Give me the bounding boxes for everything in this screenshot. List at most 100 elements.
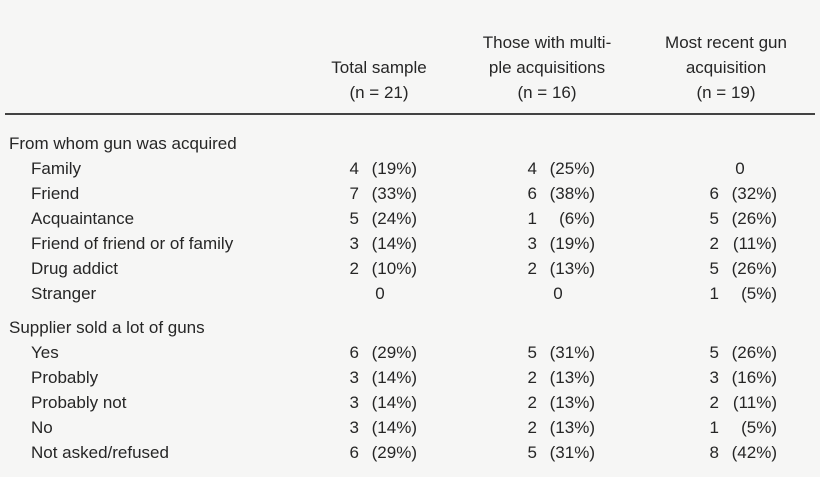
- table-row: Friend of friend or of family 3 (14%) 3 (19%…: [0, 231, 820, 256]
- column-title-line: ple acquisitions: [488, 58, 606, 77]
- value-cell: 2 (13%): [483, 256, 633, 281]
- row-label: Family: [31, 159, 82, 178]
- value-cell: 6 (32%): [665, 181, 815, 206]
- percent-value: (11%): [732, 393, 777, 412]
- count-value: 4: [527, 159, 537, 178]
- value-cell: 4 (19%): [305, 156, 455, 181]
- count-value: 5: [709, 343, 719, 362]
- value-cell: 5 (26%): [665, 206, 815, 231]
- percent-value: (33%): [371, 184, 417, 203]
- count-value: 2: [527, 368, 537, 387]
- count-value: 3: [709, 368, 719, 387]
- count-value: 5: [527, 343, 537, 362]
- column-n-label: (n = 16): [517, 83, 577, 102]
- count-value: 4: [349, 159, 359, 178]
- column-n-label: (n = 19): [696, 83, 756, 102]
- value-cell: 5 (31%): [483, 340, 633, 365]
- column-header-total-sample: Total sample (n = 21): [304, 55, 454, 105]
- value-cell: 7 (33%): [305, 181, 455, 206]
- table-row: Not asked/refused 6 (29%) 5 (31%) 8 (42%): [0, 440, 820, 465]
- percent-value: (19%): [371, 159, 417, 178]
- percent-value: (10%): [371, 259, 417, 278]
- percent-value: (13%): [549, 418, 595, 437]
- percent-value: (14%): [371, 368, 417, 387]
- column-n-label: (n = 21): [349, 83, 409, 102]
- percent-value: (29%): [371, 443, 417, 462]
- value-cell: 5 (24%): [305, 206, 455, 231]
- value-cell: 6 (29%): [305, 440, 455, 465]
- percent-value: (38%): [549, 184, 595, 203]
- table-row: Acquaintance 5 (24%) 1 (6%) 5 (26%): [0, 206, 820, 231]
- value-cell: 1 (5%): [665, 281, 815, 306]
- count-value: 6: [349, 443, 359, 462]
- count-value: 2: [527, 259, 537, 278]
- value-cell: 2 (13%): [483, 365, 633, 390]
- count-value: 3: [527, 234, 537, 253]
- count-value: 5: [527, 443, 537, 462]
- table-row: Yes 6 (29%) 5 (31%) 5 (26%): [0, 340, 820, 365]
- percent-value: (5%): [741, 284, 777, 303]
- percent-value: (13%): [549, 368, 595, 387]
- percent-value: (31%): [549, 443, 595, 462]
- count-value: 1: [527, 209, 537, 228]
- percent-value: (19%): [549, 234, 595, 253]
- percent-value: (16%): [731, 368, 777, 387]
- value-cell: 2 (11%): [665, 231, 815, 256]
- table-row: No 3 (14%) 2 (13%) 1 (5%): [0, 415, 820, 440]
- percent-value: (25%): [549, 159, 595, 178]
- count-value: 6: [709, 184, 719, 203]
- percent-value: (26%): [731, 209, 777, 228]
- value-cell: 5 (31%): [483, 440, 633, 465]
- row-label: No: [31, 418, 53, 437]
- column-title-line: Total sample: [331, 58, 427, 77]
- count-value: 2: [709, 393, 719, 412]
- value-cell: 3 (14%): [305, 415, 455, 440]
- percent-value: (14%): [371, 418, 417, 437]
- value-cell: 3 (14%): [305, 231, 455, 256]
- row-label: Yes: [31, 343, 59, 362]
- row-label: Friend: [31, 184, 80, 203]
- count-value: 3: [349, 368, 359, 387]
- row-label: Friend of friend or of family: [31, 234, 234, 253]
- header-divider-rule: [5, 113, 815, 115]
- percent-value: (26%): [731, 259, 777, 278]
- value-cell: 0: [305, 281, 455, 306]
- column-header-multiple-acquisitions: Those with multi- ple acquisitions (n = …: [472, 30, 622, 105]
- count-value: 5: [709, 209, 719, 228]
- percent-value: (26%): [731, 343, 777, 362]
- value-cell: 0: [665, 156, 815, 181]
- value-cell: 2 (13%): [483, 415, 633, 440]
- percent-value: (24%): [371, 209, 417, 228]
- count-value: 1: [709, 284, 719, 303]
- value-cell: 5 (26%): [665, 340, 815, 365]
- value-cell: 6 (29%): [305, 340, 455, 365]
- count-value: 0: [735, 159, 745, 178]
- value-cell: 2 (10%): [305, 256, 455, 281]
- count-value: 6: [527, 184, 537, 203]
- row-label: Not asked/refused: [31, 443, 169, 462]
- count-value: 3: [349, 418, 359, 437]
- table-body: From whom gun was acquired Family 4 (19%) 4 (…: [0, 131, 820, 465]
- count-value: 5: [349, 209, 359, 228]
- table-row: Stranger 0 0 1 (5%): [0, 281, 820, 306]
- table-row: Probably 3 (14%) 2 (13%) 3 (16%): [0, 365, 820, 390]
- percent-value: (11%): [732, 234, 777, 253]
- count-value: 1: [709, 418, 719, 437]
- table-row: Drug addict 2 (10%) 2 (13%) 5 (26%): [0, 256, 820, 281]
- column-title-line: Most recent gun: [665, 33, 787, 52]
- value-cell: 2 (13%): [483, 390, 633, 415]
- percent-value: (31%): [549, 343, 595, 362]
- count-value: 0: [375, 284, 385, 303]
- row-label: Stranger: [31, 284, 97, 303]
- value-cell: 8 (42%): [665, 440, 815, 465]
- percent-value: (42%): [731, 443, 777, 462]
- value-cell: 5 (26%): [665, 256, 815, 281]
- value-cell: 3 (14%): [305, 365, 455, 390]
- count-value: 2: [527, 393, 537, 412]
- percent-value: (13%): [549, 393, 595, 412]
- percent-value: (14%): [371, 234, 417, 253]
- count-value: 8: [709, 443, 719, 462]
- count-value: 3: [349, 234, 359, 253]
- column-title-line: acquisition: [685, 58, 767, 77]
